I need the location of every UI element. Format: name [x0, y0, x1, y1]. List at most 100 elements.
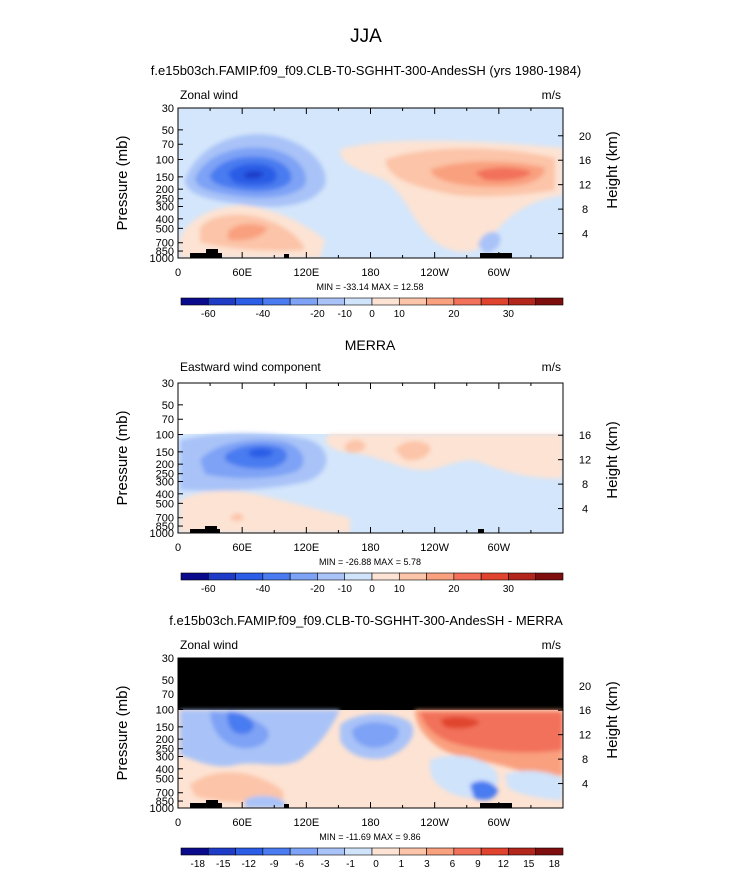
- panel-2-contour-low-pos-2: [230, 513, 244, 521]
- p2-ytick-right-label: 8: [582, 479, 588, 491]
- p2-colorbar-swatch: [453, 572, 482, 581]
- p3-ytick-label: 250: [156, 744, 174, 756]
- p3-ytick-label: 500: [156, 773, 174, 785]
- p1-ytick-label: 50: [162, 125, 174, 137]
- p2-colorbar-swatch: [480, 572, 509, 581]
- panel-1-x-ticks: 0 60E 120E 180 120W 60W: [175, 108, 532, 279]
- p3-colorbar-swatch: [508, 847, 537, 856]
- p3-colorbar-swatch: [289, 847, 318, 856]
- p1-colorbar-swatch: [398, 297, 427, 306]
- p2-xtick-label: 180: [361, 542, 379, 554]
- p2-colorbar-swatch: [426, 572, 455, 581]
- p1-colorbar-label: -40: [256, 309, 271, 320]
- panel-2-contour-neg-4: [248, 448, 274, 458]
- p2-ytick-right-label: 12: [579, 455, 591, 467]
- p1-ytick-right-label: 8: [582, 204, 588, 216]
- p1-ytick-label: 700: [156, 238, 174, 250]
- panel-3-left-label: Zonal wind: [180, 638, 238, 652]
- p1-ytick-right-label: 12: [579, 180, 591, 192]
- p3-colorbar-label: 6: [450, 859, 456, 870]
- p2-colorbar-swatch: [235, 572, 264, 581]
- panel-1-title: f.e15b03ch.FAMIP.f09_f09.CLB-T0-SGHHT-30…: [151, 63, 581, 78]
- p3-xtick-label: 60E: [232, 817, 252, 829]
- p1-xtick-label: 0: [175, 267, 181, 279]
- panel-2-plot-area: [178, 383, 563, 533]
- p1-ytick-label: 400: [156, 214, 174, 226]
- p2-colorbar-swatch: [508, 572, 537, 581]
- panel-2-title: MERRA: [345, 337, 396, 353]
- panel-1-y-ticks-right: 20 16 12 8 4: [558, 131, 591, 241]
- p1-colorbar-label: -10: [337, 309, 352, 320]
- panel-1-contour-pos-4: [475, 167, 532, 181]
- figure-super-title: JJA: [350, 26, 382, 47]
- p1-colorbar-label: 30: [503, 309, 515, 320]
- panel-1-colorbar: -60 -40 -20 -10 0 10 20 30: [180, 297, 564, 320]
- p3-xtick-label: 60W: [488, 817, 511, 829]
- p1-ytick-label: 150: [156, 172, 174, 184]
- p3-ytick-right-label: 16: [579, 705, 591, 717]
- p1-colorbar-label: -60: [201, 309, 216, 320]
- p1-ytick-label: 500: [156, 223, 174, 235]
- p3-xtick-label: 180: [361, 817, 379, 829]
- p2-colorbar-swatch: [371, 572, 400, 581]
- panel-3-contour-low-pos: [190, 772, 284, 803]
- p2-colorbar-label: 0: [369, 584, 375, 595]
- p2-ytick-label: 1000: [150, 528, 174, 540]
- p1-colorbar-swatch: [508, 297, 537, 306]
- p2-colorbar-label: -60: [201, 584, 216, 595]
- p1-xtick-label: 60W: [488, 267, 511, 279]
- p2-ytick-label: 250: [156, 469, 174, 481]
- panel-2-x-ticks: 0 60E 120E 180 120W 60W: [175, 383, 532, 554]
- p3-colorbar-swatch: [535, 847, 564, 856]
- panel-1-plot-area: [178, 108, 563, 258]
- panel-3-missing-region: [178, 658, 563, 710]
- panel-3-colorbar: -18 -15 -12 -9 -6 -3 -1 0 1 3 6 9 12 15 18: [180, 847, 564, 870]
- p1-colorbar-label: -20: [310, 309, 325, 320]
- p1-colorbar-swatch: [235, 297, 264, 306]
- p1-colorbar-swatch: [480, 297, 509, 306]
- p3-colorbar-label: 0: [373, 859, 379, 870]
- p2-colorbar-label: 30: [503, 584, 515, 595]
- p2-ytick-label: 500: [156, 498, 174, 510]
- p2-colorbar-label: 20: [448, 584, 460, 595]
- p2-ytick-label: 50: [162, 400, 174, 412]
- p1-colorbar-label: 0: [369, 309, 375, 320]
- panel-2-colorbar: -60 -40 -20 -10 0 10 20 30: [180, 572, 564, 595]
- p3-colorbar-swatch: [453, 847, 482, 856]
- p3-ytick-label: 1000: [150, 803, 174, 815]
- p1-colorbar-label: 20: [448, 309, 460, 320]
- panel-3-y-ticks-right: 20 16 12 8 4: [558, 681, 591, 791]
- p3-ytick-right-label: 12: [579, 730, 591, 742]
- p3-colorbar-swatch: [426, 847, 455, 856]
- p3-ytick-label: 100: [156, 705, 174, 717]
- p2-ytick-label: 400: [156, 489, 174, 501]
- p3-colorbar-swatch: [480, 847, 509, 856]
- p3-ytick-label: 400: [156, 764, 174, 776]
- panel-3-title: f.e15b03ch.FAMIP.f09_f09.CLB-T0-SGHHT-30…: [169, 613, 563, 628]
- p1-colorbar-swatch: [371, 297, 400, 306]
- p3-colorbar-swatch: [344, 847, 373, 856]
- panel-2-y-axis-label-right: Height (km): [604, 421, 621, 499]
- p1-ytick-label: 200: [156, 184, 174, 196]
- panel-3-plot-area: [178, 658, 563, 808]
- p1-ytick-right-label: 20: [579, 131, 591, 143]
- p1-ytick-right-label: 4: [582, 229, 588, 241]
- p1-colorbar-label: 10: [394, 309, 406, 320]
- panel-3-contour-pos-3: [440, 716, 480, 729]
- p3-colorbar-swatch: [180, 847, 209, 856]
- p1-colorbar-swatch: [344, 297, 373, 306]
- p1-ytick-right-label: 16: [579, 155, 591, 167]
- p3-ytick-label: 70: [162, 689, 174, 701]
- p1-ytick-label: 30: [162, 103, 174, 115]
- p2-ytick-label: 300: [156, 476, 174, 488]
- panel-3-minmax: MIN = -11.69 MAX = 9.86: [319, 832, 420, 842]
- p1-colorbar-swatch: [289, 297, 318, 306]
- p3-ytick-label: 30: [162, 653, 174, 665]
- p1-colorbar-swatch: [426, 297, 455, 306]
- panel-3-contour-low-neg: [245, 795, 285, 808]
- p3-colorbar-label: 3: [424, 859, 430, 870]
- p3-ytick-label: 50: [162, 675, 174, 687]
